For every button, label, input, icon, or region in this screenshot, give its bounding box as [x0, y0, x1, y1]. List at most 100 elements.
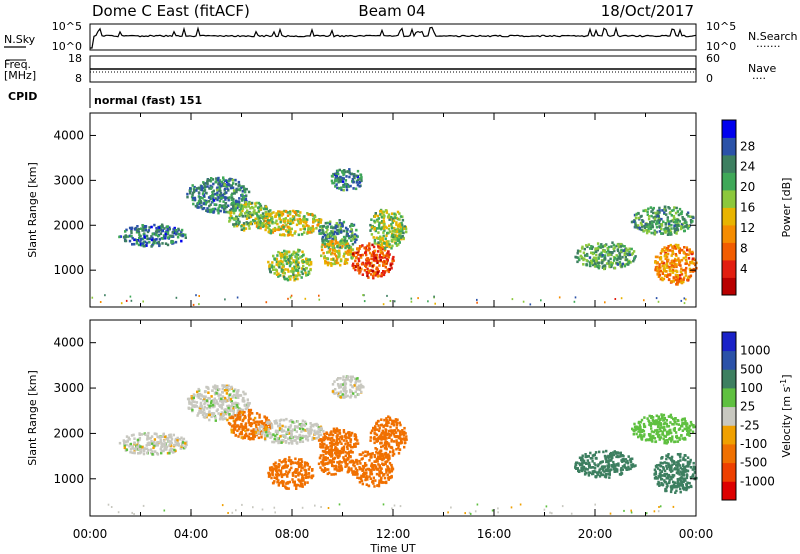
data-cell-10 [585, 263, 588, 266]
data-cell-6 [328, 448, 331, 452]
data-cell-11 [687, 224, 691, 228]
data-cell-10 [583, 257, 586, 260]
data-cell-5 [307, 476, 310, 479]
data-cell-5 [280, 253, 283, 256]
data-cell-2 [238, 417, 241, 420]
data-cell-4 [330, 447, 333, 451]
data-cell-4 [353, 443, 356, 446]
data-cell-6 [348, 246, 351, 250]
data-cell-4 [325, 432, 329, 435]
data-cell-4 [331, 433, 335, 437]
data-cell-12 [671, 271, 675, 274]
data-cell-7 [372, 272, 376, 276]
data-cell-3 [268, 228, 271, 231]
data-cell-7 [383, 476, 387, 480]
data-cell-1 [218, 187, 222, 191]
data-cell-6 [335, 261, 338, 264]
data-cell-5 [289, 261, 292, 264]
data-cell-5 [296, 483, 300, 487]
data-cell-1 [227, 189, 230, 192]
data-cell-6 [326, 472, 329, 476]
freq-strip: Freq. [MHz] 18 8 60 0 Nave ···· [4, 52, 776, 85]
data-cell-4 [331, 442, 334, 445]
data-cell-12 [654, 266, 658, 269]
data-cell-6 [322, 464, 325, 467]
data-cell-7 [361, 273, 364, 276]
data-cell-4 [324, 236, 328, 240]
data-cell-12 [686, 248, 689, 252]
data-cell-12 [683, 276, 686, 280]
data-cell-10 [605, 250, 608, 254]
data-cell-0 [164, 445, 167, 449]
data-cell-1 [236, 402, 239, 405]
data-cell-0 [128, 226, 132, 230]
data-cell-3 [316, 224, 319, 227]
data-cell-2 [248, 414, 251, 418]
data-cell-0 [152, 240, 155, 244]
data-cell-5 [292, 276, 295, 279]
data-cell-0 [142, 226, 145, 230]
data-cell-4 [340, 436, 344, 440]
data-cell-7 [368, 242, 371, 245]
data-cell-5 [286, 472, 290, 475]
data-cell-2 [241, 419, 244, 423]
data-cell-2 [235, 220, 238, 224]
data-cell-8 [380, 438, 383, 441]
data-cell-7 [379, 457, 382, 460]
data-cell-5 [288, 456, 291, 459]
data-cell-9 [338, 180, 341, 183]
data-cell-5 [271, 261, 274, 264]
data-cell-9 [349, 380, 353, 383]
data-cell-3 [296, 210, 300, 213]
data-cell-5 [300, 270, 303, 274]
data-cell-11 [661, 209, 664, 212]
data-cell-5 [273, 272, 276, 275]
data-cell-8 [390, 234, 394, 237]
data-cell-8 [377, 429, 381, 433]
data-cell-1 [234, 406, 237, 409]
data-cell-3 [312, 219, 315, 223]
data-cell-11 [684, 219, 687, 222]
data-cell-2 [236, 218, 240, 222]
data-cell-12 [661, 260, 664, 264]
data-cell-1 [206, 182, 209, 185]
data-cell-5 [300, 473, 303, 476]
data-cell-2 [249, 437, 252, 441]
data-cell-0 [130, 229, 133, 233]
ground-cell [476, 298, 478, 301]
data-cell-6 [319, 454, 323, 457]
data-cell-9 [352, 187, 355, 190]
data-cell-9 [348, 175, 351, 179]
data-cell-7 [354, 467, 358, 470]
data-cell-4 [346, 445, 349, 449]
data-cell-1 [235, 391, 238, 394]
data-cell-4 [337, 228, 340, 232]
data-cell-2 [254, 205, 257, 208]
data-cell-8 [379, 213, 382, 216]
data-cell-12 [685, 260, 688, 263]
data-cell-9 [356, 183, 360, 187]
data-cell-2 [264, 423, 268, 427]
data-cell-8 [392, 440, 396, 443]
data-cell-3 [304, 434, 307, 438]
data-cell-8 [385, 422, 388, 426]
data-cell-12 [666, 260, 669, 263]
data-cell-9 [361, 385, 364, 388]
data-cell-10 [583, 247, 586, 251]
data-cell-5 [284, 268, 287, 271]
data-cell-1 [227, 384, 230, 388]
data-cell-0 [139, 450, 143, 454]
data-cell-8 [382, 425, 385, 429]
data-cell-2 [258, 413, 261, 417]
data-cell-4 [340, 223, 344, 226]
ground-cell [476, 301, 478, 304]
data-cell-5 [297, 257, 300, 260]
data-cell-0 [182, 437, 186, 441]
data-cell-8 [380, 445, 383, 449]
data-cell-8 [398, 212, 401, 215]
data-cell-3 [295, 441, 298, 444]
data-cell-12 [678, 259, 681, 262]
data-cell-2 [257, 209, 261, 212]
data-cell-8 [394, 431, 398, 434]
data-cell-10 [587, 243, 591, 246]
